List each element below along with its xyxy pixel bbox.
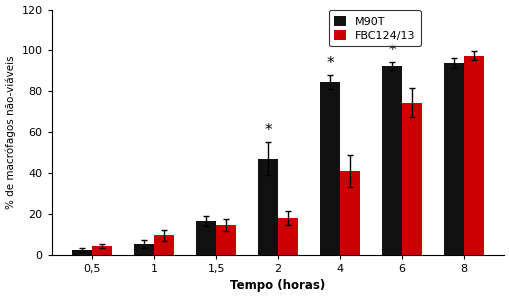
Bar (463, 55, 483, 255)
Text: *: * (387, 43, 395, 58)
Bar (134, 244, 154, 255)
Bar (72, 250, 92, 255)
Bar (154, 235, 174, 255)
Text: *: * (264, 123, 271, 138)
X-axis label: Tempo (horas): Tempo (horas) (230, 280, 325, 292)
Y-axis label: % de macrófagos não-viáveis: % de macrófagos não-viáveis (6, 55, 16, 209)
Bar (216, 225, 236, 255)
Bar (196, 221, 216, 255)
Bar (92, 246, 112, 255)
Bar (340, 171, 359, 255)
Bar (401, 103, 421, 255)
Text: *: * (326, 56, 333, 71)
Bar (277, 218, 297, 255)
Bar (258, 159, 277, 255)
Legend: M90T, FBC124/13: M90T, FBC124/13 (328, 10, 420, 46)
Bar (443, 63, 463, 255)
Bar (320, 82, 340, 255)
Bar (381, 66, 401, 255)
